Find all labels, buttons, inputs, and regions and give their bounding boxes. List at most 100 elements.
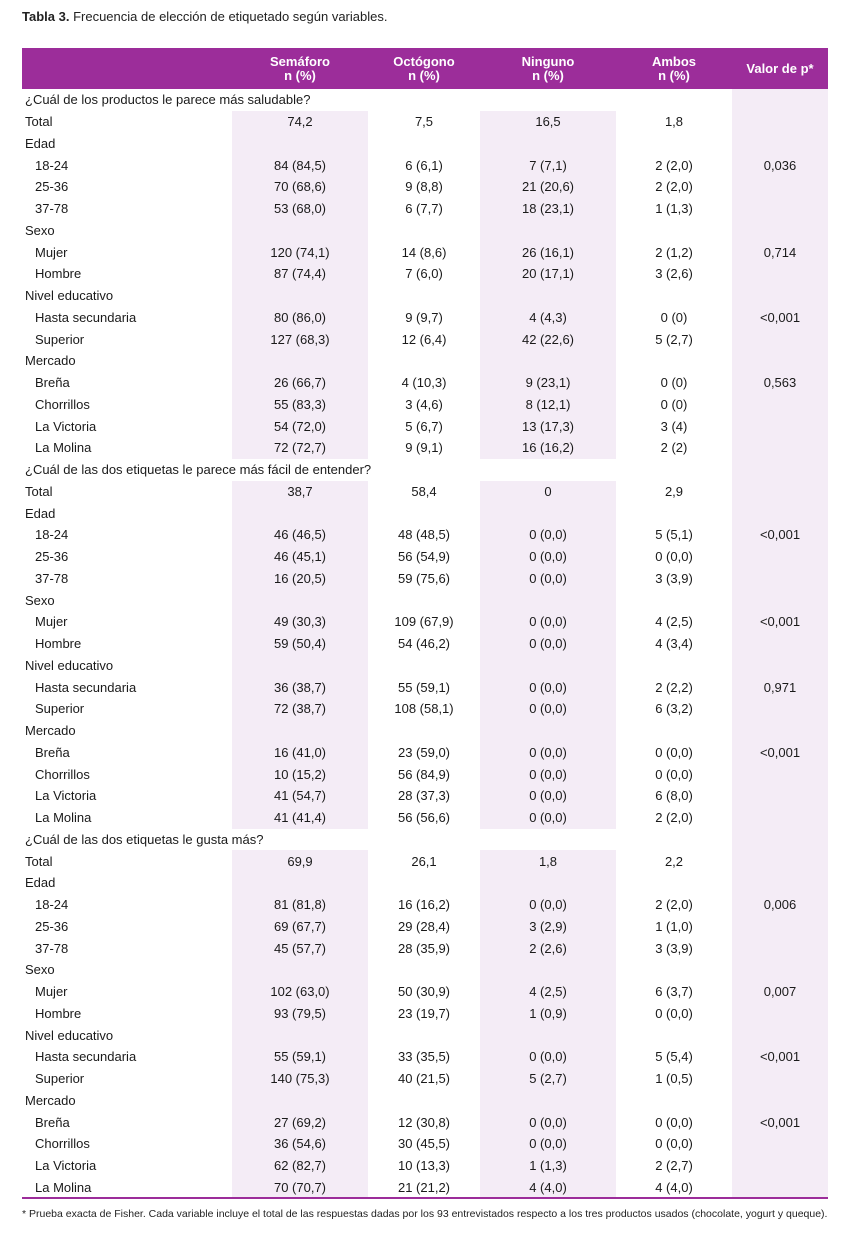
ninguno-cell: 13 (17,3) (480, 415, 616, 437)
ninguno-cell: 0 (0,0) (480, 1133, 616, 1155)
ambos-cell: 5 (5,1) (655, 527, 693, 543)
ninguno-cell: 0 (0,0) (480, 698, 616, 720)
row-label: Nivel educativo (25, 288, 114, 304)
ninguno-cell (480, 219, 616, 242)
p-value-cell (732, 1024, 828, 1046)
ambos-cell (616, 285, 732, 307)
row-label: 37-78 (35, 940, 69, 956)
ambos-cell: 6 (3,7) (655, 984, 693, 1000)
table-row: La Victoria 54 (72,0) 5 (6,7) 13 (17,3) 3 (4… (22, 415, 828, 437)
octogono-cell: 28 (35,9) (397, 940, 451, 956)
row-label: Edad (25, 875, 56, 891)
group-row: Edad (22, 132, 828, 155)
ambos-cell: 3 (4) (660, 418, 688, 434)
ambos-cell (616, 720, 732, 742)
octogono-cell (368, 1024, 480, 1046)
ambos-cell: 6 (8,0) (655, 788, 693, 804)
octogono-cell: 56 (84,9) (397, 766, 451, 782)
ninguno-cell: 4 (4,0) (480, 1176, 616, 1199)
table-row: La Victoria 41 (54,7) 28 (37,3) 0 (0,0) 6 (8… (22, 785, 828, 807)
p-value-cell (732, 393, 828, 416)
semaforo-cell: 59 (50,4) (232, 632, 368, 655)
results-table-container: Semáforo n (%) Octógono n (%) Ninguno n … (22, 48, 828, 1199)
group-row: Nivel educativo (22, 1024, 828, 1046)
ninguno-cell: 1 (0,9) (480, 1002, 616, 1025)
ninguno-cell: 0 (0,0) (480, 676, 616, 698)
octogono-cell: 9 (8,8) (405, 179, 443, 195)
p-value-cell (732, 915, 828, 938)
ninguno-cell (480, 872, 616, 894)
semaforo-cell: 10 (15,2) (232, 763, 368, 785)
question-row: ¿Cuál de las dos etiquetas le gusta más? (22, 828, 828, 851)
row-label: Chorrillos (35, 1136, 90, 1152)
row-label: Hasta secundaria (35, 309, 137, 325)
ambos-cell: 0 (0,0) (655, 1136, 693, 1152)
ninguno-cell (480, 719, 616, 742)
p-value-cell (732, 698, 828, 720)
ambos-cell: 3 (3,9) (655, 940, 693, 956)
ninguno-cell: 0 (0,0) (480, 741, 616, 764)
octogono-cell: 4 (10,3) (401, 375, 447, 391)
semaforo-cell: 69,9 (232, 850, 368, 872)
semaforo-cell: 46 (46,5) (232, 524, 368, 546)
p-value-cell (732, 654, 828, 677)
octogono-cell: 16 (16,2) (397, 897, 451, 913)
semaforo-cell: 41 (54,7) (232, 785, 368, 807)
p-value-cell (732, 1133, 828, 1155)
group-row: Mercado (22, 719, 828, 742)
p-value-cell (732, 872, 828, 894)
p-value-cell (732, 806, 828, 829)
p-value-cell (732, 197, 828, 220)
p-value-cell (732, 567, 828, 590)
octogono-cell (368, 720, 480, 742)
p-value-cell: <0,001 (732, 1111, 828, 1133)
ambos-cell (616, 502, 732, 524)
ninguno-cell: 21 (20,6) (480, 176, 616, 198)
semaforo-cell: 36 (38,7) (232, 676, 368, 698)
table-row: Breña 26 (66,7) 4 (10,3) 9 (23,1) 0 (0) 0,563 (22, 371, 828, 394)
ninguno-cell (480, 654, 616, 677)
octogono-cell (368, 285, 480, 307)
octogono-cell (368, 1090, 480, 1112)
table-row: Mujer 120 (74,1) 14 (8,6) 26 (16,1) 2 (1,2) 0… (22, 241, 828, 263)
p-value-cell (732, 284, 828, 307)
ambos-cell: 4 (3,4) (655, 636, 693, 652)
octogono-cell: 56 (54,9) (397, 549, 451, 565)
p-value-cell (732, 176, 828, 198)
ninguno-cell (480, 1024, 616, 1046)
ninguno-cell: 7 (7,1) (480, 154, 616, 176)
p-value-cell (732, 1176, 828, 1199)
octogono-cell (368, 589, 480, 611)
row-label: Mercado (25, 353, 76, 369)
ambos-cell (616, 655, 732, 677)
octogono-cell: 54 (46,2) (397, 636, 451, 652)
ninguno-cell (480, 589, 616, 611)
semaforo-cell: 62 (82,7) (232, 1154, 368, 1177)
ambos-cell: 0 (0,0) (655, 1114, 693, 1130)
row-label: Hombre (35, 636, 82, 652)
header-octogono: Octógono n (%) (368, 48, 480, 89)
row-label: Sexo (25, 962, 55, 978)
ambos-cell: 4 (2,5) (655, 614, 693, 630)
octogono-cell: 14 (8,6) (401, 244, 447, 260)
p-value-cell (732, 1067, 828, 1090)
semaforo-cell: 45 (57,7) (232, 937, 368, 959)
total-row: Total 69,9 26,1 1,8 2,2 (22, 850, 828, 872)
ninguno-cell: 26 (16,1) (480, 241, 616, 263)
row-label: Nivel educativo (25, 657, 114, 673)
octogono-cell: 12 (30,8) (397, 1114, 451, 1130)
semaforo-cell (232, 872, 368, 894)
table-row: 37-78 45 (57,7) 28 (35,9) 2 (2,6) 3 (3,9) (22, 937, 828, 959)
group-row: Sexo (22, 589, 828, 611)
p-value-cell: 0,006 (732, 893, 828, 916)
octogono-cell: 10 (13,3) (397, 1158, 451, 1174)
row-label: Hombre (35, 266, 82, 282)
semaforo-cell: 46 (45,1) (232, 545, 368, 568)
p-value-cell: 0,036 (732, 154, 828, 176)
semaforo-cell: 81 (81,8) (232, 893, 368, 916)
group-row: Nivel educativo (22, 654, 828, 677)
table-row: Hombre 87 (74,4) 7 (6,0) 20 (17,1) 3 (2,6) (22, 263, 828, 285)
ambos-cell: 0 (0,0) (655, 744, 693, 760)
row-label: Edad (25, 505, 56, 521)
semaforo-cell: 55 (83,3) (232, 393, 368, 416)
